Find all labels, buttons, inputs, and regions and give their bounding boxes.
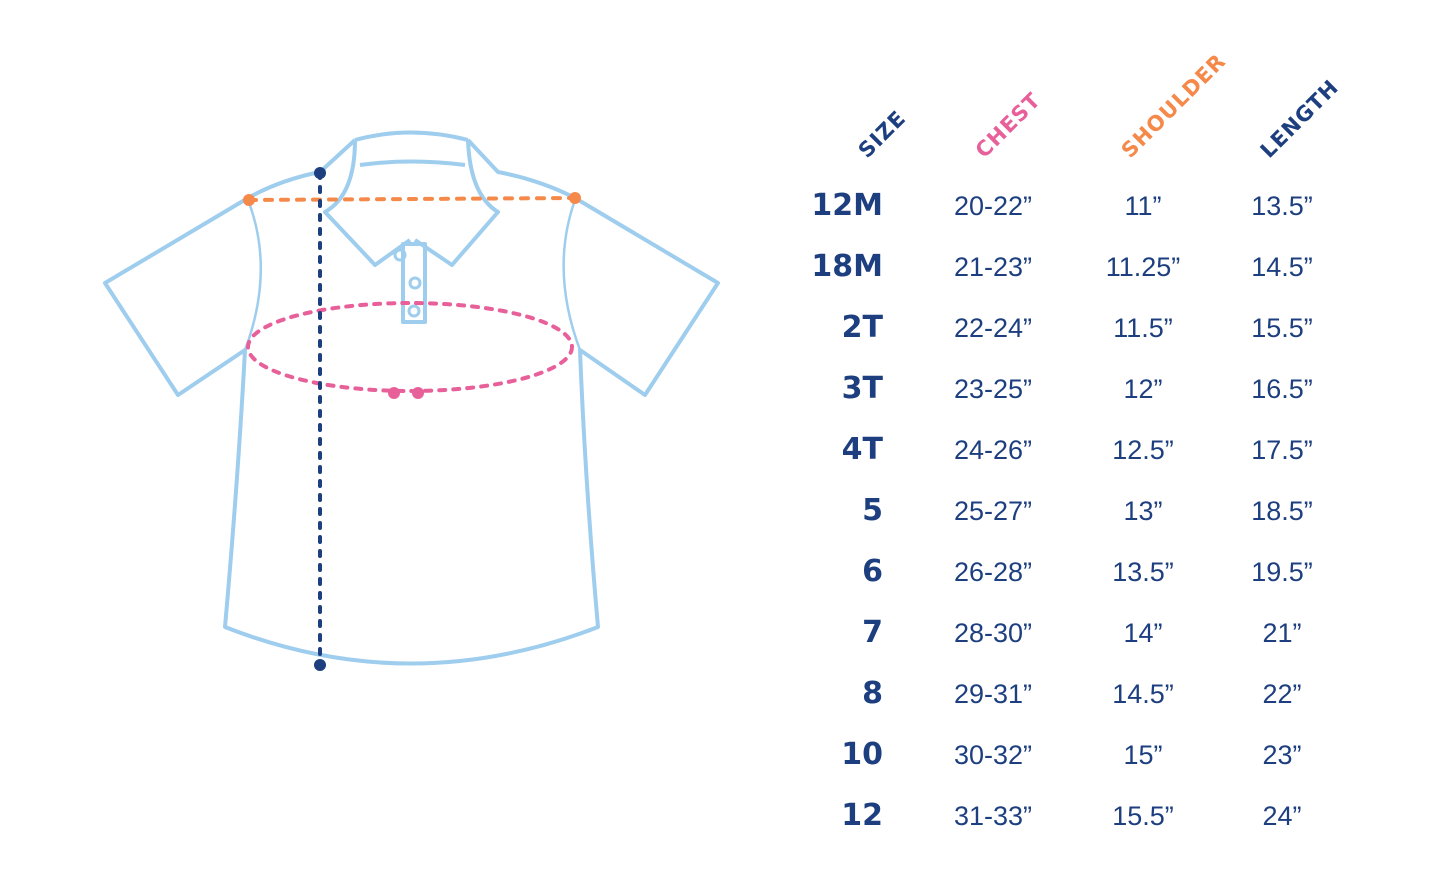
- cell-size: 6: [862, 554, 883, 589]
- cell-length: 14.5”: [1251, 252, 1313, 282]
- cell-shoulder: 13”: [1123, 496, 1163, 526]
- cell-size: 10: [841, 737, 883, 772]
- cell-length: 21”: [1262, 618, 1302, 648]
- chest-marker: [388, 387, 400, 399]
- column-header-shoulder: SHOULDER: [1116, 48, 1231, 163]
- column-header-size: SIZE: [853, 105, 911, 163]
- column-header-length: LENGTH: [1255, 74, 1344, 163]
- cell-size: 2T: [841, 310, 883, 345]
- polo-shirt-diagram: [103, 130, 720, 671]
- cell-length: 22”: [1262, 679, 1302, 709]
- cell-chest: 31-33”: [953, 801, 1033, 831]
- cell-shoulder: 13.5”: [1112, 557, 1174, 587]
- cell-chest: 21-23”: [953, 252, 1033, 282]
- shoulder-measure-line: [247, 196, 577, 202]
- cell-size: 4T: [841, 432, 883, 467]
- shoulder-marker: [569, 192, 581, 204]
- cell-shoulder: 11.25”: [1105, 252, 1181, 282]
- chest-measure-line: [246, 301, 574, 393]
- cell-chest: 22-24”: [953, 313, 1033, 343]
- cell-size: 7: [862, 615, 883, 650]
- cell-chest: 26-28”: [953, 557, 1033, 587]
- cell-size: 18M: [811, 249, 883, 284]
- cell-length: 19.5”: [1251, 557, 1313, 587]
- cell-size: 12M: [811, 188, 883, 223]
- column-header-chest: CHEST: [970, 87, 1046, 163]
- cell-shoulder: 11”: [1124, 191, 1162, 221]
- length-marker: [314, 659, 326, 671]
- cell-chest: 24-26”: [953, 435, 1033, 465]
- cell-chest: 30-32”: [953, 740, 1033, 770]
- cell-chest: 28-30”: [953, 618, 1033, 648]
- cell-shoulder: 12”: [1123, 374, 1163, 404]
- length-marker: [314, 167, 326, 179]
- cell-length: 15.5”: [1251, 313, 1313, 343]
- shirt-outline: [103, 130, 720, 666]
- cell-shoulder: 11.5”: [1113, 313, 1173, 343]
- cell-shoulder: 12.5”: [1112, 435, 1174, 465]
- cell-chest: 29-31”: [953, 679, 1033, 709]
- cell-length: 17.5”: [1251, 435, 1313, 465]
- cell-shoulder: 14.5”: [1112, 679, 1174, 709]
- shoulder-marker: [243, 194, 255, 206]
- cell-length: 13.5”: [1251, 191, 1313, 221]
- cell-chest: 20-22”: [953, 191, 1033, 221]
- cell-length: 23”: [1262, 740, 1302, 770]
- cell-size: 8: [862, 676, 883, 711]
- cell-shoulder: 15.5”: [1112, 801, 1174, 831]
- cell-size: 3T: [841, 371, 883, 406]
- cell-chest: 23-25”: [953, 374, 1033, 404]
- cell-shoulder: 14”: [1123, 618, 1163, 648]
- cell-length: 24”: [1262, 801, 1302, 831]
- cell-length: 18.5”: [1251, 496, 1313, 526]
- cell-chest: 25-27”: [953, 496, 1033, 526]
- cell-size: 5: [862, 493, 883, 528]
- cell-shoulder: 15”: [1123, 740, 1163, 770]
- cell-length: 16.5”: [1251, 374, 1313, 404]
- cell-size: 12: [841, 798, 883, 833]
- chest-marker: [412, 387, 424, 399]
